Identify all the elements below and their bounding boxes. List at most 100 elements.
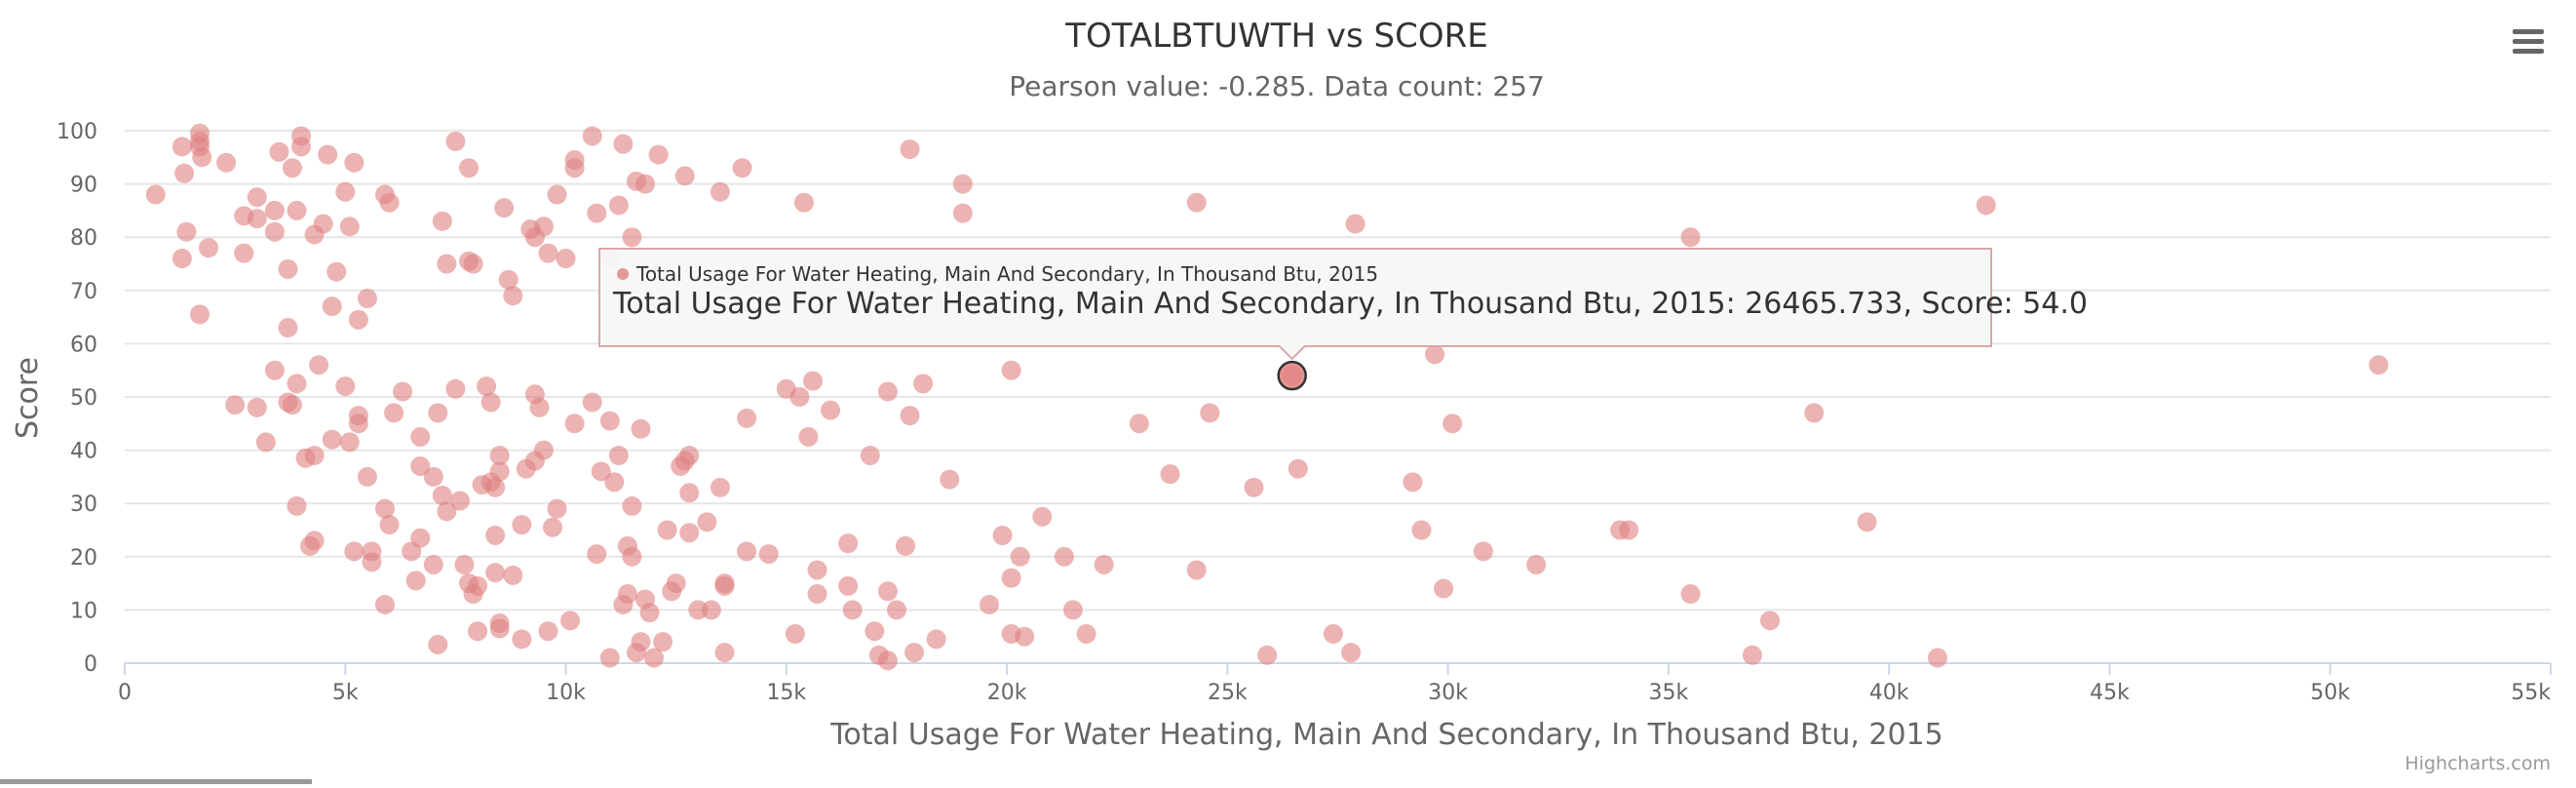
scatter-point[interactable] <box>247 397 267 417</box>
scatter-point[interactable] <box>538 243 558 263</box>
scatter-point[interactable] <box>608 195 629 216</box>
scatter-point[interactable] <box>503 565 523 585</box>
scatter-point[interactable] <box>335 181 356 202</box>
scatter-point[interactable] <box>1619 520 1639 540</box>
scatter-point[interactable] <box>432 211 452 231</box>
scatter-point[interactable] <box>802 371 823 391</box>
scatter-point[interactable] <box>344 152 365 173</box>
scatter-point[interactable] <box>807 560 827 580</box>
scatter-point[interactable] <box>1015 626 1035 647</box>
scatter-point[interactable] <box>322 296 342 317</box>
scatter-point[interactable] <box>807 584 827 605</box>
scatter-point[interactable] <box>410 426 431 447</box>
scatter-point[interactable] <box>172 137 192 157</box>
scatter-point[interactable] <box>701 600 721 620</box>
scatter-point[interactable] <box>172 249 192 269</box>
scatter-point[interactable] <box>758 544 779 565</box>
scatter-point[interactable] <box>926 629 946 650</box>
scatter-point[interactable] <box>318 144 338 165</box>
scatter-point[interactable] <box>798 426 819 447</box>
scatter-point[interactable] <box>979 594 999 614</box>
scatter-point[interactable] <box>1129 414 1149 434</box>
scatter-point[interactable] <box>1054 546 1074 567</box>
scatter-point[interactable] <box>393 381 413 402</box>
scatter-point[interactable] <box>489 461 510 482</box>
scatter-point[interactable] <box>1680 584 1701 605</box>
scatter-point[interactable] <box>468 575 488 596</box>
scatter-point[interactable] <box>304 531 325 551</box>
scatter-point[interactable] <box>789 387 810 407</box>
scatter-point[interactable] <box>384 403 404 423</box>
scatter-point[interactable] <box>631 418 651 439</box>
scatter-point[interactable] <box>344 541 365 562</box>
scatter-point[interactable] <box>842 600 863 620</box>
scatter-point[interactable] <box>877 381 898 402</box>
scatter-point[interactable] <box>410 528 431 548</box>
scatter-point[interactable] <box>494 198 515 218</box>
scatter-point[interactable] <box>900 406 920 426</box>
scatter-point[interactable] <box>1160 464 1180 485</box>
scatter-point[interactable] <box>714 575 735 596</box>
scatter-point[interactable] <box>327 261 347 282</box>
scatter-point[interactable] <box>582 126 602 146</box>
scatter-point[interactable] <box>445 131 466 151</box>
scatter-point[interactable] <box>617 584 637 605</box>
scatter-point[interactable] <box>622 227 642 248</box>
scatter-point[interactable] <box>564 158 585 178</box>
scatter-point[interactable] <box>432 486 452 506</box>
scatter-point[interactable] <box>538 621 558 642</box>
scatter-point[interactable] <box>264 221 285 242</box>
scatter-point[interactable] <box>362 552 382 572</box>
scatter-point[interactable] <box>697 512 717 532</box>
scatter-point[interactable] <box>1473 541 1493 562</box>
scatter-point[interactable] <box>644 648 665 668</box>
scatter-point[interactable] <box>423 466 443 487</box>
scatter-point[interactable] <box>785 623 805 644</box>
scatter-point[interactable] <box>613 134 634 154</box>
scatter-point[interactable] <box>865 621 885 642</box>
scatter-point[interactable] <box>653 632 673 652</box>
scatter-point[interactable] <box>512 629 532 650</box>
scatter-point[interactable] <box>278 258 298 279</box>
scatter-point[interactable] <box>587 203 607 223</box>
scatter-point[interactable] <box>145 184 166 205</box>
scatter-point[interactable] <box>657 520 677 540</box>
scatter-point[interactable] <box>468 621 488 642</box>
scatter-point[interactable] <box>1288 458 1308 479</box>
scatter-point[interactable] <box>1032 506 1053 527</box>
scatter-point[interactable] <box>1680 227 1701 248</box>
hovered-point[interactable] <box>1277 360 1307 391</box>
scatter-point[interactable] <box>348 309 368 330</box>
scatter-point[interactable] <box>322 429 342 450</box>
scatter-point[interactable] <box>1403 472 1423 492</box>
scatter-point[interactable] <box>189 304 210 325</box>
scatter-point[interactable] <box>793 192 814 213</box>
scatter-point[interactable] <box>732 158 752 178</box>
scatter-point[interactable] <box>1434 578 1454 599</box>
scatter-point[interactable] <box>489 446 510 466</box>
scatter-point[interactable] <box>463 254 483 274</box>
scrollbar[interactable] <box>0 779 312 784</box>
scatter-point[interactable] <box>952 174 973 194</box>
scatter-point[interactable] <box>714 643 735 663</box>
scatter-point[interactable] <box>1186 192 1207 213</box>
scatter-point[interactable] <box>357 288 377 308</box>
scatter-point[interactable] <box>198 238 218 258</box>
scatter-point[interactable] <box>560 611 581 631</box>
scatter-point[interactable] <box>591 461 611 482</box>
scatter-point[interactable] <box>622 495 642 516</box>
scatter-point[interactable] <box>1411 520 1432 540</box>
scatter-point[interactable] <box>1526 554 1547 574</box>
scatter-point[interactable] <box>335 376 356 397</box>
scatter-point[interactable] <box>512 515 532 535</box>
scatter-point[interactable] <box>547 498 567 519</box>
scatter-point[interactable] <box>189 131 210 151</box>
scatter-point[interactable] <box>1062 600 1083 620</box>
scatter-point[interactable] <box>1442 414 1463 434</box>
scatter-point[interactable] <box>1804 403 1825 423</box>
scatter-point[interactable] <box>247 187 267 208</box>
scatter-point[interactable] <box>666 573 686 594</box>
scatter-point[interactable] <box>635 174 656 194</box>
scatter-point[interactable] <box>176 221 197 242</box>
scatter-point[interactable] <box>348 414 368 434</box>
